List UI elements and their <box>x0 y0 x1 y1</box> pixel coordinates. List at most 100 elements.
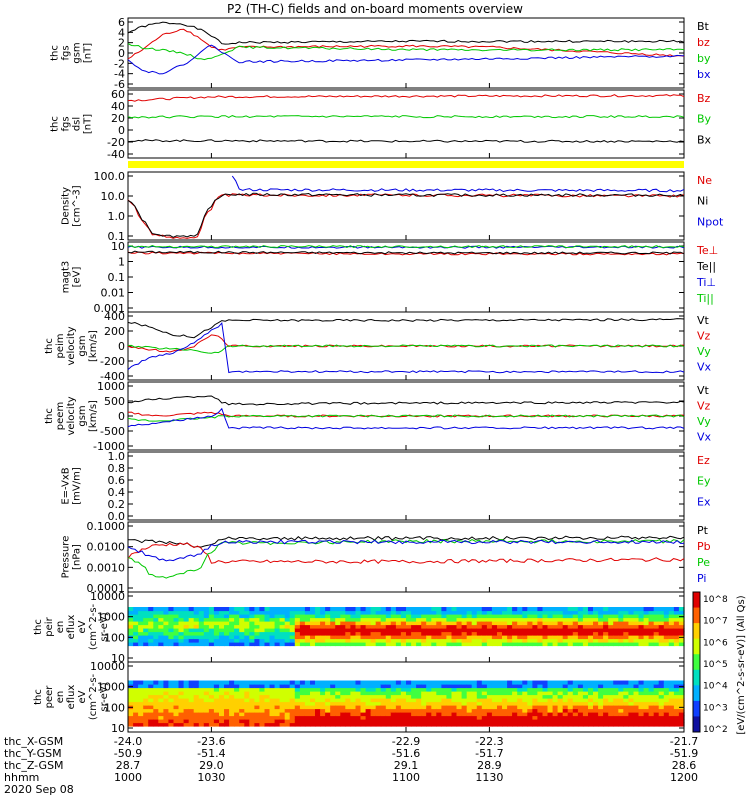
spectrogram-cell <box>416 698 422 703</box>
spectrogram-cell <box>173 628 180 633</box>
spectrogram-cell <box>567 708 574 713</box>
spectrogram-cell <box>188 722 195 727</box>
spectrogram-cell <box>395 715 402 720</box>
spectrogram-cell <box>633 680 640 685</box>
spectrogram-cell <box>365 680 372 685</box>
spectrogram-cell <box>395 684 402 689</box>
spectrogram-cell <box>406 698 412 703</box>
spectrogram-cell <box>203 631 210 636</box>
spectrogram-cell <box>380 715 387 720</box>
spectrogram-cell <box>213 621 220 626</box>
spectrogram-cell <box>370 607 377 612</box>
spectrogram-cell <box>229 624 235 629</box>
spectrogram-cell <box>219 638 225 643</box>
spectrogram-cell <box>279 684 286 689</box>
spectrogram-cell <box>340 617 346 622</box>
spectrogram-cell <box>203 614 210 619</box>
spectrogram-cell <box>269 722 276 727</box>
spectrogram-cell <box>537 708 544 713</box>
spectrogram-cell <box>188 691 195 696</box>
spectrogram-cell <box>643 607 650 612</box>
spectrogram-cell <box>588 610 594 615</box>
spectrogram-cell <box>562 715 569 720</box>
spectrogram-cell <box>183 684 190 689</box>
spectrogram-cell <box>198 621 205 626</box>
spectrogram-cell <box>365 621 372 626</box>
spectrogram-cell <box>567 687 574 692</box>
spectrogram-cell <box>623 698 629 703</box>
spectrogram-cell <box>395 635 402 640</box>
spectrogram-cell <box>370 614 377 619</box>
spectrogram-cell <box>678 691 685 696</box>
legend-label: Te|| <box>696 260 716 273</box>
spectrogram-cell <box>153 694 159 699</box>
spectrogram-cell <box>532 680 539 685</box>
spectrogram-cell <box>365 691 372 696</box>
spectrogram-cell <box>213 635 220 640</box>
spectrogram-cell <box>421 705 427 710</box>
spectrogram-cell <box>335 624 341 629</box>
spectrogram-cell <box>603 610 609 615</box>
spectrogram-cell <box>274 701 281 706</box>
spectrogram-cell <box>603 701 609 706</box>
spectrogram-cell <box>188 708 195 713</box>
y-axis-label: thc <box>33 619 44 635</box>
spectrogram-cell <box>198 642 205 647</box>
spectrogram-cell <box>502 614 508 619</box>
spectrogram-cell <box>562 712 569 717</box>
spectrogram-cell <box>481 638 488 643</box>
spectrogram-cell <box>355 705 362 710</box>
x-axis-tick-label: -24.0 <box>114 735 142 748</box>
spectrogram-cell <box>279 715 286 720</box>
spectrogram-cell <box>224 638 230 643</box>
spectrogram-cell <box>335 628 341 633</box>
spectrogram-cell <box>133 694 139 699</box>
spectrogram-cell <box>426 642 432 647</box>
spectrogram-cell <box>471 687 478 692</box>
y-tick-label: 20 <box>111 112 125 125</box>
spectrogram-cell <box>219 610 225 615</box>
legend-label: Vx <box>697 361 712 374</box>
spectrogram-cell <box>486 680 493 685</box>
spectrogram-cell <box>385 621 392 626</box>
spectrogram-cell <box>517 621 523 626</box>
spectrogram-cell <box>390 701 397 706</box>
spectrogram-cell <box>557 631 564 636</box>
spectrogram-cell <box>436 708 442 713</box>
spectrogram-cell <box>623 694 629 699</box>
spectrogram-cell <box>148 691 154 696</box>
spectrogram-cell <box>557 705 564 710</box>
spectrogram-cell <box>274 638 281 643</box>
spectrogram-cell <box>299 715 306 720</box>
spectrogram-cell <box>451 705 458 710</box>
spectrogram-cell <box>390 638 397 643</box>
spectrogram-cell <box>269 698 276 703</box>
spectrogram-cell <box>208 610 215 615</box>
spectrogram-cell <box>244 607 250 612</box>
spectrogram-cell <box>623 607 629 612</box>
spectrogram-cell <box>325 722 331 727</box>
spectrogram-cell <box>582 621 589 626</box>
spectrogram-cell <box>259 607 266 612</box>
colorbar-tick-label: 10^8 <box>703 595 728 605</box>
spectrogram-cell <box>588 715 594 720</box>
spectrogram-cell <box>365 624 372 629</box>
spectrogram-cell <box>264 628 271 633</box>
spectrogram-cell <box>406 642 412 647</box>
spectrogram-cell <box>547 635 554 640</box>
spectrogram-cell <box>542 607 549 612</box>
spectrogram-cell <box>643 705 650 710</box>
y-tick-label: 400 <box>104 310 125 323</box>
spectrogram-cell <box>203 684 210 689</box>
spectrogram-cell <box>239 708 245 713</box>
spectrogram-cell <box>436 610 442 615</box>
y-tick-label: 100.0 <box>94 170 126 183</box>
spectrogram-cell <box>491 694 498 699</box>
spectrogram-cell <box>456 715 463 720</box>
spectrogram-cell <box>395 722 402 727</box>
spectrogram-cell <box>456 624 463 629</box>
spectrogram-cell <box>400 607 407 612</box>
spectrogram-cell <box>163 631 170 636</box>
spectrogram-cell <box>567 617 574 622</box>
spectrogram-cell <box>310 635 316 640</box>
